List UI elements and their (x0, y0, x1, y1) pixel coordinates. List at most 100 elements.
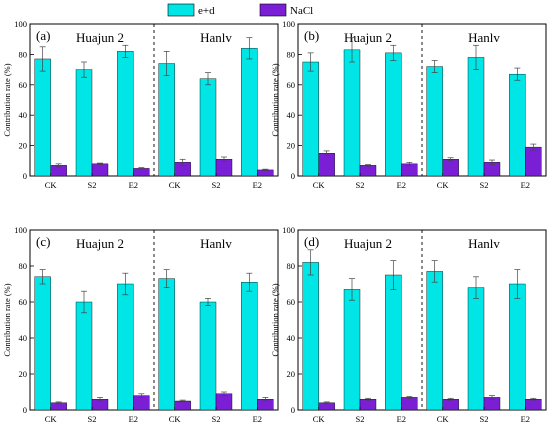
bar-ed (158, 278, 175, 411)
y-tick-label: 40 (287, 333, 296, 343)
bar-ed (467, 57, 485, 177)
bar-nacl (359, 165, 377, 177)
x-tick-label: S2 (480, 180, 489, 190)
bar-nacl (442, 159, 459, 177)
legend-swatch-nacl (259, 3, 287, 17)
y-tick-label: 100 (14, 19, 27, 29)
y-tick-label: 60 (287, 80, 296, 90)
panel-d: 0 20 40 60 80 100 Contribution rate (%) (d) Huaj… (270, 225, 547, 424)
bar-nacl (525, 146, 542, 177)
group-title: Huajun 2 (344, 236, 392, 251)
y-tick-label: 20 (287, 369, 296, 379)
bar-ed (34, 58, 51, 177)
bar-nacl (133, 168, 150, 177)
bar-ed (241, 282, 258, 411)
panel-a: 0 20 40 60 80 100 Contribution rate (%) (a) Huaj… (2, 19, 279, 190)
y-tick-label: 80 (19, 49, 28, 59)
x-tick-label: E2 (253, 414, 262, 424)
panel-label: (c) (36, 234, 50, 249)
group-title: Hanlv (468, 30, 500, 45)
bar-ed (75, 301, 93, 411)
bar-ed (426, 66, 443, 177)
y-tick-label: 40 (19, 110, 28, 120)
panel-b: 0 20 40 60 80 100 Contribution rate (%) (b) Huaj… (270, 19, 547, 190)
bar-ed (302, 61, 319, 177)
x-tick-label: CK (437, 180, 450, 190)
x-tick-label: E2 (129, 414, 138, 424)
plot-frame (297, 23, 547, 177)
y-tick-label: 20 (19, 141, 28, 151)
x-tick-label: S2 (212, 180, 221, 190)
bar-ed (199, 78, 217, 177)
bar-ed (467, 287, 485, 411)
bar-nacl (174, 400, 191, 411)
bar-ed (75, 69, 93, 177)
y-tick-label: 100 (282, 19, 295, 29)
y-axis-title: Contribution rate (%) (2, 283, 12, 356)
group-title: Hanlv (468, 236, 500, 251)
y-tick-label: 80 (287, 261, 296, 271)
x-tick-label: E2 (129, 180, 138, 190)
y-tick-label: 80 (19, 261, 28, 271)
y-tick-label: 20 (19, 369, 28, 379)
y-tick-label: 0 (291, 171, 295, 181)
x-tick-label: E2 (397, 414, 406, 424)
bar-nacl (359, 399, 377, 411)
x-tick-label: E2 (521, 180, 530, 190)
panel-label: (b) (304, 28, 319, 43)
y-tick-label: 0 (291, 405, 295, 415)
x-tick-label: CK (169, 180, 182, 190)
y-tick-label: 40 (19, 333, 28, 343)
x-tick-label: CK (437, 414, 450, 424)
x-tick-label: E2 (521, 414, 530, 424)
x-tick-label: CK (169, 414, 182, 424)
bar-nacl (91, 163, 109, 177)
group-title: Huajun 2 (76, 236, 124, 251)
x-tick-label: CK (313, 414, 326, 424)
legend-swatch-ed (167, 3, 195, 17)
bar-nacl (215, 393, 233, 411)
bar-ed (509, 283, 526, 411)
x-tick-label: S2 (356, 414, 365, 424)
y-tick-label: 60 (19, 80, 28, 90)
group-title: Hanlv (200, 30, 232, 45)
y-tick-label: 80 (287, 49, 296, 59)
bar-ed (509, 73, 526, 177)
x-tick-label: CK (45, 414, 58, 424)
bar-ed (343, 289, 361, 411)
group-title: Hanlv (200, 236, 232, 251)
y-tick-label: 60 (287, 297, 296, 307)
bar-nacl (401, 397, 418, 411)
legend: e+d NaCl (167, 3, 313, 17)
bar-ed (302, 262, 319, 411)
y-tick-label: 20 (287, 141, 296, 151)
bar-ed (426, 271, 443, 411)
bar-ed (385, 52, 402, 177)
x-tick-label: E2 (397, 180, 406, 190)
bar-nacl (525, 399, 542, 411)
y-tick-label: 0 (23, 405, 27, 415)
bar-nacl (318, 152, 335, 177)
panel-c: 0 20 40 60 80 100 Contribution rate (%) (c) Huaj… (2, 225, 279, 424)
y-tick-label: 0 (23, 171, 27, 181)
legend-label-nacl: NaCl (290, 5, 313, 17)
bar-ed (385, 274, 402, 411)
x-tick-label: S2 (480, 414, 489, 424)
x-tick-label: S2 (88, 414, 97, 424)
bar-ed (117, 51, 134, 177)
bar-ed (241, 48, 258, 177)
bar-ed (117, 283, 134, 411)
bar-nacl (442, 399, 459, 411)
panel-label: (a) (36, 28, 50, 43)
y-axis-title: Contribution rate (%) (2, 63, 12, 136)
plot-frame (29, 23, 279, 177)
group-title: Huajun 2 (344, 30, 392, 45)
x-tick-label: CK (45, 180, 58, 190)
legend-label-ed: e+d (198, 5, 215, 17)
y-axis-title: Contribution rate (%) (270, 63, 280, 136)
chart-panels: 0 20 40 60 80 100 Contribution rate (%) (a) Huaj… (2, 19, 547, 424)
bar-ed (34, 276, 51, 411)
bar-nacl (133, 395, 150, 411)
x-tick-label: E2 (253, 180, 262, 190)
